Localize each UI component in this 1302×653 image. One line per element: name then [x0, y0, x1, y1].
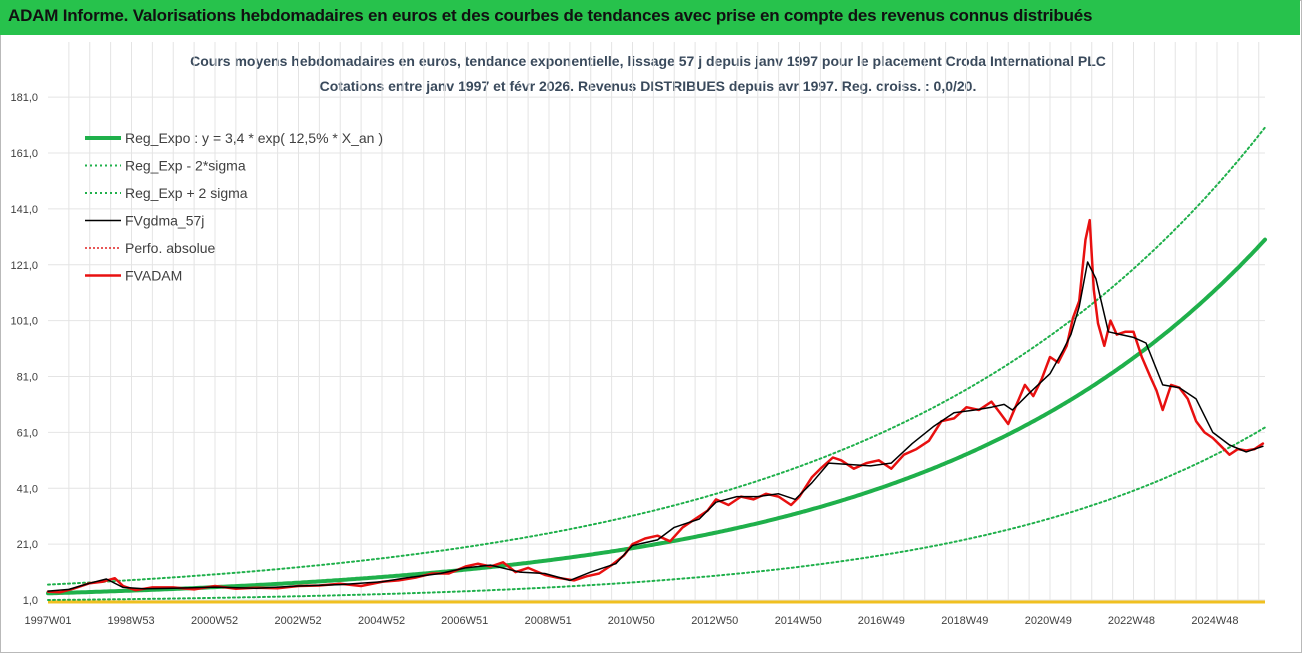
- y-tick-label: 1,0: [23, 595, 38, 607]
- fvadam-line: [46, 218, 1265, 594]
- x-tick-label: 2010W50: [608, 615, 655, 627]
- reg-exp-plus-2sigma-line: [47, 126, 1266, 586]
- x-tick-label: 1997W01: [24, 615, 71, 627]
- y-tick-label: 181,0: [10, 92, 38, 104]
- legend-perfo-absolue-label: Perfo. absolue: [125, 240, 215, 256]
- x-tick-label: 1998W53: [108, 615, 155, 627]
- x-tick-label: 2022W48: [1108, 615, 1155, 627]
- y-tick-label: 141,0: [10, 204, 38, 216]
- y-tick-label: 41,0: [17, 483, 38, 495]
- legend-reg-exp-plus-2sigma-label: Reg_Exp + 2 sigma: [125, 185, 248, 201]
- axes-layer: 1,0 21,0 41,0 61,0 81,0 101,0 121,0 141,0 161,0 1…: [10, 92, 1265, 627]
- x-tick-label: 2000W52: [191, 615, 238, 627]
- y-tick-label: 61,0: [17, 427, 38, 439]
- legend-fvgdma-57j-label: FVgdma_57j: [125, 213, 204, 229]
- y-tick-label: 81,0: [17, 372, 38, 384]
- x-tick-label: 2014W50: [775, 615, 822, 627]
- x-tick-label: 2006W51: [441, 615, 488, 627]
- x-tick-label: 2018W49: [941, 615, 988, 627]
- banner-title: ADAM Informe. Valorisations hebdomadaire…: [8, 6, 1093, 25]
- x-tick-label: 2002W52: [275, 615, 322, 627]
- y-tick-label: 21,0: [17, 539, 38, 551]
- fvgdma-57j-line: [47, 261, 1264, 592]
- series-layer: [46, 126, 1267, 601]
- title-banner: ADAM Informe. Valorisations hebdomadaire…: [0, 0, 1300, 35]
- x-tick-label: 2008W51: [525, 615, 572, 627]
- chart-subtitle: Cotations entre janv 1997 et févr 2026. …: [320, 78, 977, 94]
- y-tick-label: 161,0: [10, 148, 38, 160]
- y-tick-label: 101,0: [10, 316, 38, 328]
- legend-reg-exp-minus-2sigma-label: Reg_Exp - 2*sigma: [125, 158, 246, 174]
- legend-fvadam-label: FVADAM: [125, 268, 182, 284]
- reg-exp-minus-2sigma-line: [47, 426, 1266, 601]
- reg-expo-line: [46, 237, 1267, 596]
- x-tick-label: 2012W50: [691, 615, 738, 627]
- grid-layer: [48, 42, 1265, 601]
- x-tick-label: 2004W52: [358, 615, 405, 627]
- chart-title: Cours moyens hebdomadaires en euros, ten…: [190, 53, 1106, 69]
- legend-reg-expo-label: Reg_Expo : y = 3,4 * exp( 12,5% * X_an ): [125, 130, 383, 146]
- x-tick-label: 2024W48: [1191, 615, 1238, 627]
- x-tick-label: 2016W49: [858, 615, 905, 627]
- y-tick-label: 121,0: [10, 260, 38, 272]
- legend: Reg_Expo : y = 3,4 * exp( 12,5% * X_an )…: [85, 130, 383, 284]
- x-tick-label: 2020W49: [1025, 615, 1072, 627]
